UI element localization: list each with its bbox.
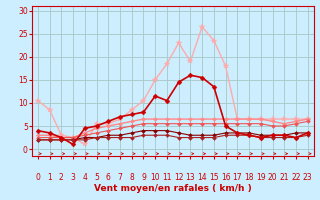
X-axis label: Vent moyen/en rafales ( km/h ): Vent moyen/en rafales ( km/h ) [94, 184, 252, 193]
